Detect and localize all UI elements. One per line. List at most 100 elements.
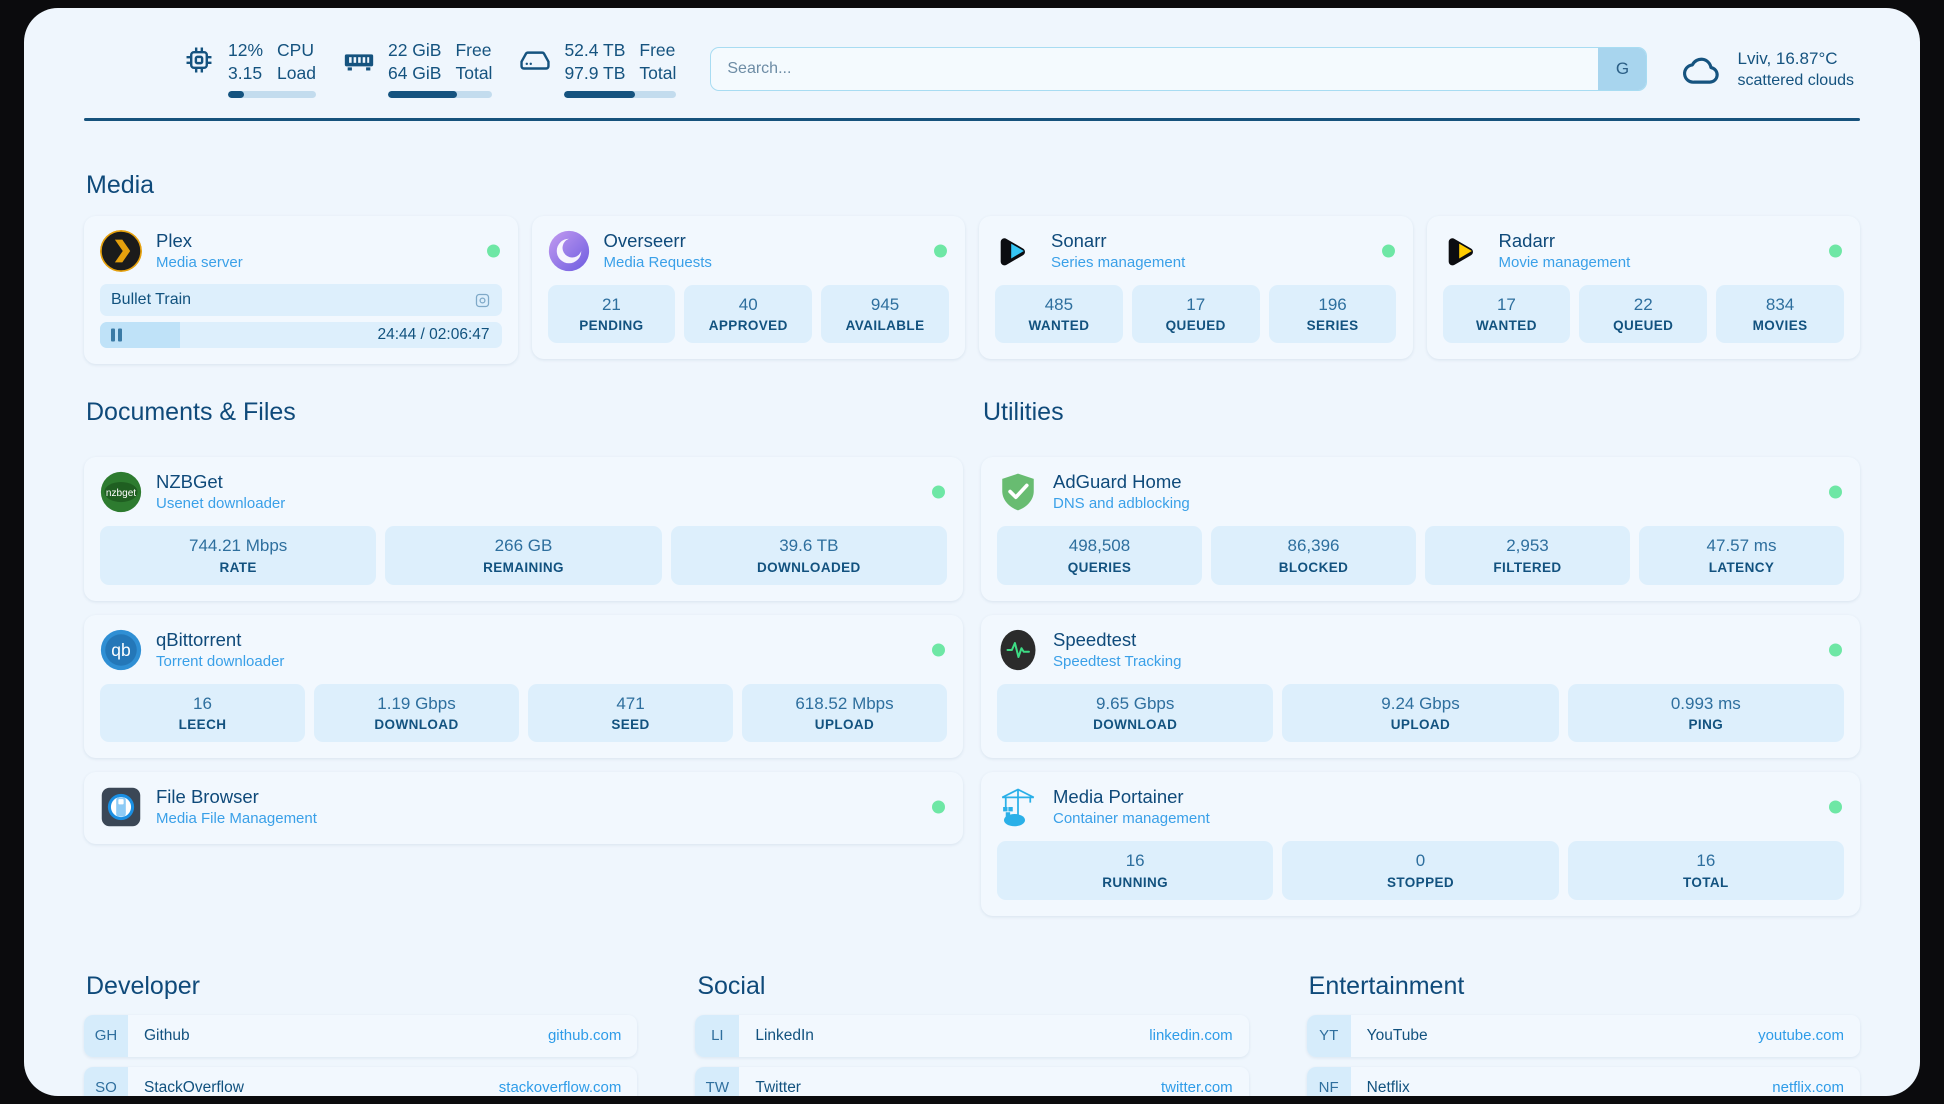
bookmark-abbr: LI <box>695 1014 740 1057</box>
bookmark-group-title: Social <box>697 971 766 1000</box>
bookmark-item[interactable]: LI LinkedIn linkedin.com <box>695 1014 1249 1057</box>
gear-icon[interactable] <box>474 292 491 309</box>
search-provider-button[interactable]: G <box>1598 48 1647 90</box>
ram-free-value: 22 GiB <box>387 40 442 61</box>
radarr-icon <box>1443 230 1485 272</box>
now-playing-title: Bullet Train <box>111 291 192 309</box>
service-card-sonarr[interactable]: Sonarr Series management 485 WANTED 17 Q… <box>979 216 1413 360</box>
stat-value: 40 <box>738 295 758 315</box>
disk-free-label: Free <box>639 40 676 61</box>
stat-value: 2,953 <box>1506 536 1549 556</box>
stat-tile: 40 APPROVED <box>684 285 813 344</box>
service-card-radarr[interactable]: Radarr Movie management 17 WANTED 22 QUE… <box>1426 216 1860 360</box>
bookmark-name: YouTube <box>1366 1026 1428 1044</box>
bookmark-group-social: Social LI LinkedIn linkedin.com TW Twitt… <box>695 971 1249 1096</box>
stat-row: 744.21 Mbps RATE 266 GB REMAINING 39.6 T… <box>100 526 947 585</box>
stat-label: SERIES <box>1306 318 1359 334</box>
stat-label: TOTAL <box>1682 874 1729 890</box>
bookmark-item[interactable]: TW Twitter twitter.com <box>695 1066 1249 1096</box>
service-card-media-portainer[interactable]: Media Portainer Container management 16 … <box>981 772 1860 916</box>
speedtest-icon <box>997 629 1039 671</box>
nzbget-icon: nzbget <box>100 471 142 513</box>
stat-label: APPROVED <box>708 318 788 334</box>
search-bar[interactable]: G <box>710 47 1648 91</box>
bookmark-abbr: YT <box>1306 1014 1351 1057</box>
stat-label: STOPPED <box>1386 874 1455 890</box>
pause-icon[interactable] <box>111 328 122 342</box>
service-card-plex[interactable]: Plex Media server Bullet Train <box>84 216 518 365</box>
stat-label: BLOCKED <box>1278 559 1349 575</box>
stat-label: DOWNLOAD <box>374 717 459 733</box>
stat-tile: 0.993 ms PING <box>1567 683 1844 743</box>
stat-tile: 618.52 Mbps UPLOAD <box>742 683 947 743</box>
stat-tile: 47.57 ms LATENCY <box>1639 526 1844 585</box>
status-indicator-online <box>932 800 945 814</box>
service-name: File Browser <box>156 786 259 808</box>
stat-value: 834 <box>1765 295 1795 315</box>
bookmark-item[interactable]: GH Github github.com <box>84 1014 638 1057</box>
stat-tile: 16 LEECH <box>100 683 305 743</box>
bookmark-item[interactable]: NF Netflix netflix.com <box>1306 1066 1860 1096</box>
service-name: Overseerr <box>603 230 686 251</box>
status-indicator-online <box>1829 244 1842 258</box>
stat-value: 39.6 TB <box>779 536 839 556</box>
stat-label: SEED <box>611 717 650 733</box>
service-card-speedtest[interactable]: Speedtest Speedtest Tracking 9.65 Gbps D… <box>981 614 1860 759</box>
stat-label: FILTERED <box>1493 559 1562 575</box>
service-name: Sonarr <box>1051 230 1107 251</box>
status-indicator-online <box>932 643 945 657</box>
portainer-icon <box>997 786 1039 828</box>
stat-value: 16 <box>1125 851 1145 871</box>
dashboard-page: 12% 3.15 CPU Load <box>24 8 1920 1096</box>
stat-value: 22 <box>1633 295 1653 315</box>
stat-tile: 744.21 Mbps RATE <box>100 526 377 585</box>
status-indicator-online <box>1381 244 1395 258</box>
stat-label: UPLOAD <box>1390 717 1451 733</box>
status-indicator-online <box>1829 485 1842 499</box>
stat-value: 9.24 Gbps <box>1381 693 1460 713</box>
bookmark-item[interactable]: SO StackOverflow stackoverflow.com <box>84 1066 638 1096</box>
stat-label: DOWNLOAD <box>1093 717 1178 733</box>
stat-label: MOVIES <box>1752 318 1808 334</box>
service-card-qbittorrent[interactable]: qb qBittorrent Torrent downloader 16 LEE… <box>84 614 963 759</box>
service-card-overseerr[interactable]: Overseerr Media Requests 21 PENDING 40 A… <box>531 216 965 360</box>
now-playing-title-bar[interactable]: Bullet Train <box>100 284 502 317</box>
service-card-nzbget[interactable]: nzbget NZBGet Usenet downloader 744.21 M… <box>84 457 963 601</box>
stat-tile: 1.19 Gbps DOWNLOAD <box>314 683 519 743</box>
stat-label: LEECH <box>178 717 227 733</box>
bookmark-group-title: Developer <box>86 971 200 1000</box>
service-card-file-browser[interactable]: File Browser Media File Management <box>84 772 963 845</box>
plex-icon <box>100 230 142 273</box>
section-title-media: Media <box>86 171 155 199</box>
weather-description: scattered clouds <box>1737 71 1854 89</box>
stat-tile: 2,953 FILTERED <box>1425 526 1630 585</box>
bookmark-url: stackoverflow.com <box>498 1079 622 1096</box>
disk-total-label: Total <box>639 62 677 83</box>
stat-row: 21 PENDING 40 APPROVED 945 AVAILABLE <box>547 285 950 344</box>
service-name: AdGuard Home <box>1053 471 1182 493</box>
playback-progress-bar[interactable]: 24:44 / 02:06:47 <box>100 322 502 349</box>
stat-value: 17 <box>1186 295 1206 315</box>
disk-meter <box>564 90 677 98</box>
stat-tile: 22 QUEUED <box>1579 285 1708 344</box>
dashboard-window: 12% 3.15 CPU Load <box>24 8 1920 1096</box>
card-header: Speedtest Speedtest Tracking <box>997 629 1844 671</box>
stat-tile: 485 WANTED <box>995 285 1123 344</box>
stat-tile: 498,508 QUERIES <box>997 526 1202 585</box>
stat-label: PING <box>1688 717 1724 733</box>
weather-widget: Lviv, 16.87°C scattered clouds <box>1681 48 1860 90</box>
disk-free-value: 52.4 TB <box>564 40 626 61</box>
search-input[interactable] <box>711 48 1599 90</box>
stat-label: AVAILABLE <box>845 318 925 334</box>
stat-value: 0.993 ms <box>1670 693 1741 713</box>
bookmark-abbr: GH <box>84 1014 128 1057</box>
memory-icon <box>342 43 376 77</box>
stat-value: 471 <box>616 693 645 713</box>
bookmark-item[interactable]: YT YouTube youtube.com <box>1306 1014 1860 1057</box>
cloud-icon <box>1681 48 1723 90</box>
service-card-adguard-home[interactable]: AdGuard Home DNS and adblocking 498,508 … <box>981 457 1860 601</box>
bookmark-group-entertainment: Entertainment YT YouTube youtube.com NF … <box>1306 972 1860 1096</box>
bookmark-url: youtube.com <box>1758 1027 1844 1044</box>
bookmarks-area: Developer GH Github github.com SO StackO… <box>84 971 1860 1096</box>
cpu-widget: 12% 3.15 CPU Load <box>182 40 316 98</box>
